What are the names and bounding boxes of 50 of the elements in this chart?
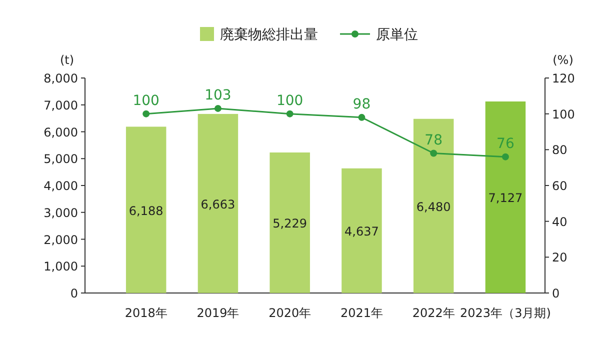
x-tick-label: 2023年（3月期) — [460, 306, 551, 320]
bar — [270, 152, 310, 293]
data-label: 98 — [352, 96, 371, 112]
x-tick-label: 2022年 — [412, 306, 455, 320]
y-tick-label: 8,000 — [44, 72, 78, 86]
y-tick-label: 1,000 — [44, 260, 78, 274]
data-label: 4,637 — [344, 224, 379, 239]
y2-tick-label: 100 — [552, 107, 575, 122]
x-tick-label: 2021年 — [340, 306, 383, 320]
data-label: 6,188 — [128, 204, 164, 218]
bar — [413, 118, 454, 293]
point — [358, 114, 366, 121]
point — [502, 153, 509, 160]
data-label: 103 — [204, 87, 232, 104]
y2-tick-label: 0 — [552, 286, 560, 300]
legend-label: 廃棄物総排出量 — [220, 27, 318, 43]
y2-tick-label: 80 — [552, 143, 568, 158]
bar — [342, 168, 382, 293]
x-tick-label: 2019年 — [196, 306, 240, 320]
data-label: 100 — [132, 92, 160, 109]
y-tick-label: 2,000 — [44, 232, 78, 247]
bar — [126, 126, 166, 293]
y2-tick-label: 60 — [552, 179, 568, 193]
y-tick-label: 4,000 — [44, 179, 78, 193]
y2-axis-title: (%) — [552, 53, 574, 67]
x-tick-label: 2018年 — [124, 306, 168, 320]
data-label: 6,663 — [200, 197, 236, 212]
data-label: 78 — [424, 132, 443, 148]
point — [286, 110, 294, 118]
data-label: 7,127 — [488, 191, 523, 206]
data-label: 76 — [496, 136, 514, 152]
data-label: 100 — [276, 92, 304, 109]
y-tick-label: 6,000 — [44, 125, 78, 140]
y2-tick-label: 120 — [552, 72, 575, 86]
y-tick-label: 3,000 — [44, 206, 78, 220]
y-tick-label: 5,000 — [44, 152, 78, 166]
y2-tick-label: 40 — [552, 214, 568, 229]
x-tick-label: 2020年 — [268, 306, 312, 320]
y-tick-label: 0 — [70, 286, 78, 300]
bar — [198, 114, 238, 293]
data-label: 5,229 — [272, 216, 308, 231]
point — [214, 104, 222, 112]
point — [142, 110, 150, 118]
point — [430, 150, 438, 157]
y2-tick-label: 20 — [552, 250, 568, 265]
y-tick-label: 7,000 — [44, 98, 78, 112]
y-axis-title: (t) — [60, 53, 74, 67]
data-label: 6,480 — [416, 200, 451, 214]
bar — [485, 101, 526, 293]
legend-label: 原単位 — [376, 27, 418, 43]
